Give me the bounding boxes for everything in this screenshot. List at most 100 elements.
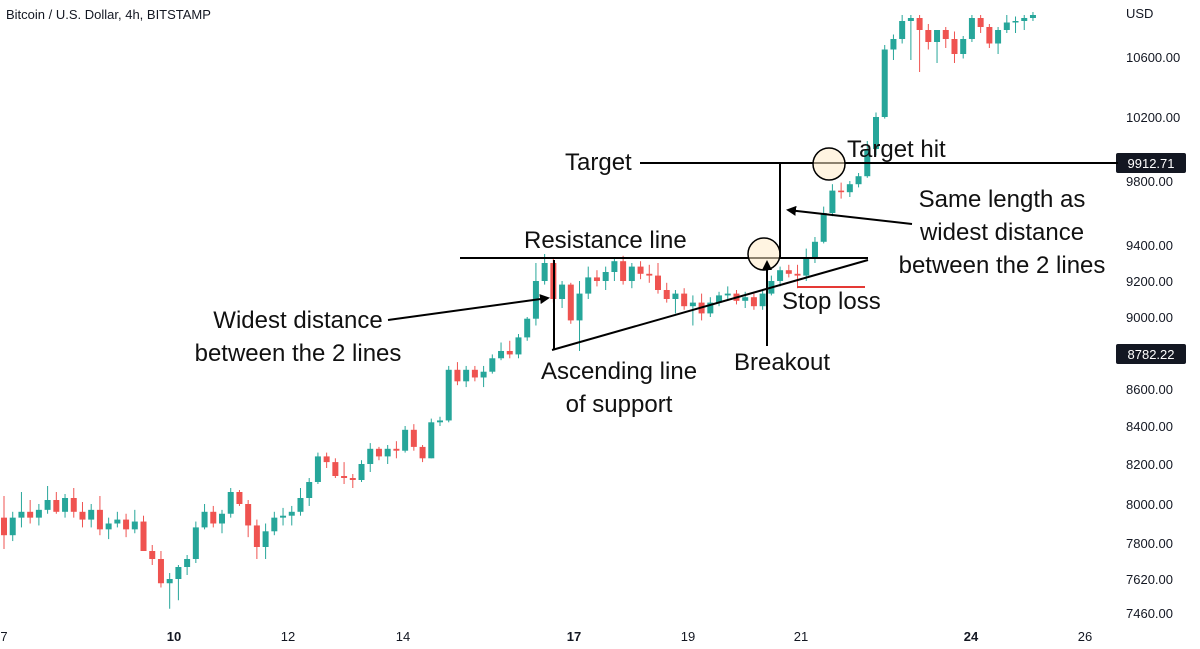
candle — [166, 573, 173, 609]
candle — [846, 181, 853, 197]
candle — [18, 492, 25, 528]
candle — [288, 505, 295, 526]
price-tick-label: 8600.00 — [1126, 382, 1173, 397]
time-tick-label: 14 — [396, 629, 410, 644]
candle-body — [968, 18, 975, 39]
candle — [759, 290, 766, 310]
candle — [593, 270, 600, 287]
candle-body — [593, 277, 600, 281]
price-badge: 8782.22 — [1116, 344, 1186, 364]
candle-body — [35, 509, 42, 518]
candle — [881, 45, 888, 119]
candle — [410, 424, 417, 451]
candle — [794, 264, 801, 289]
candle-body — [724, 293, 731, 296]
time-tick-label: 26 — [1078, 629, 1092, 644]
candle — [437, 416, 443, 426]
candle-body — [271, 517, 278, 532]
candle-body — [44, 500, 51, 510]
candle — [716, 291, 723, 307]
candle — [96, 496, 103, 536]
price-badge-bg — [1116, 344, 1186, 364]
candle-body — [262, 531, 269, 547]
label-widest-2: between the 2 lines — [195, 340, 402, 367]
candle-body — [480, 371, 487, 378]
candle — [541, 254, 548, 285]
candle — [916, 15, 923, 72]
time-axis: 7 10 12 14 17 19 21 24 26 — [0, 629, 1092, 644]
candle-body — [899, 21, 906, 39]
candle — [942, 27, 949, 48]
candle — [480, 365, 487, 388]
candle-body — [419, 446, 426, 459]
candle — [175, 565, 182, 601]
candle-body — [428, 422, 435, 459]
candle-body — [628, 266, 635, 281]
candle — [628, 263, 635, 289]
candle-body — [1021, 18, 1028, 21]
candle — [445, 365, 452, 423]
candle-body — [384, 448, 391, 457]
label-same-length-1: Same length as — [919, 186, 1086, 213]
annotation-labels: Target Target hit Same length as widest … — [195, 136, 1106, 418]
candle — [219, 509, 225, 534]
candle-body — [70, 498, 77, 512]
price-tick-label: 7620.00 — [1126, 572, 1173, 587]
price-tick-label: 8000.00 — [1126, 497, 1173, 512]
candle — [489, 354, 496, 374]
candle-body — [123, 519, 130, 530]
candle — [245, 500, 252, 538]
candle — [79, 502, 86, 528]
candle — [602, 266, 609, 290]
candle-body — [541, 263, 548, 281]
candle — [663, 282, 670, 303]
candle — [934, 30, 941, 63]
candle-body — [585, 277, 592, 294]
candle-body — [742, 297, 749, 301]
candle — [88, 504, 95, 528]
candle — [750, 293, 757, 310]
candle-body — [445, 369, 452, 421]
candle — [724, 286, 731, 301]
price-axis: USD 10600.00 10200.00 9800.00 9400.00 9200.0… — [1126, 6, 1180, 621]
candle-body — [471, 369, 478, 378]
candle-body — [820, 213, 827, 242]
candle-body — [410, 429, 417, 447]
candle — [393, 441, 400, 459]
candle — [253, 519, 260, 559]
candle — [498, 342, 505, 361]
candle — [655, 263, 661, 294]
candle — [192, 521, 199, 563]
candle — [236, 490, 243, 506]
candle — [1012, 16, 1019, 33]
candle-body — [219, 513, 225, 524]
candle — [951, 31, 958, 63]
candle-body — [515, 337, 522, 355]
candle-body — [881, 49, 888, 117]
candle-body — [498, 350, 505, 359]
candle-body — [1003, 22, 1010, 30]
candle-body — [332, 462, 339, 476]
candle-body — [149, 551, 156, 559]
candle — [454, 362, 461, 386]
candle-body — [79, 511, 86, 520]
candle — [306, 478, 313, 506]
label-target: Target — [565, 149, 632, 176]
candle — [829, 184, 836, 217]
candle-body — [140, 521, 147, 551]
candle-body — [663, 290, 670, 299]
candle-body — [925, 30, 932, 42]
label-ascending-1: Ascending line — [541, 358, 697, 385]
symbol-title: Bitcoin / U.S. Dollar, 4h, BITSTAMP — [6, 7, 211, 22]
candle-body — [375, 448, 382, 457]
candle-body — [166, 579, 173, 584]
label-same-length-3: between the 2 lines — [899, 252, 1106, 279]
label-target-hit: Target hit — [847, 136, 946, 163]
candle — [419, 445, 426, 463]
candle — [184, 555, 191, 575]
candle — [114, 511, 121, 528]
candle-body — [506, 350, 513, 355]
candle — [297, 488, 304, 516]
candle — [637, 261, 644, 280]
